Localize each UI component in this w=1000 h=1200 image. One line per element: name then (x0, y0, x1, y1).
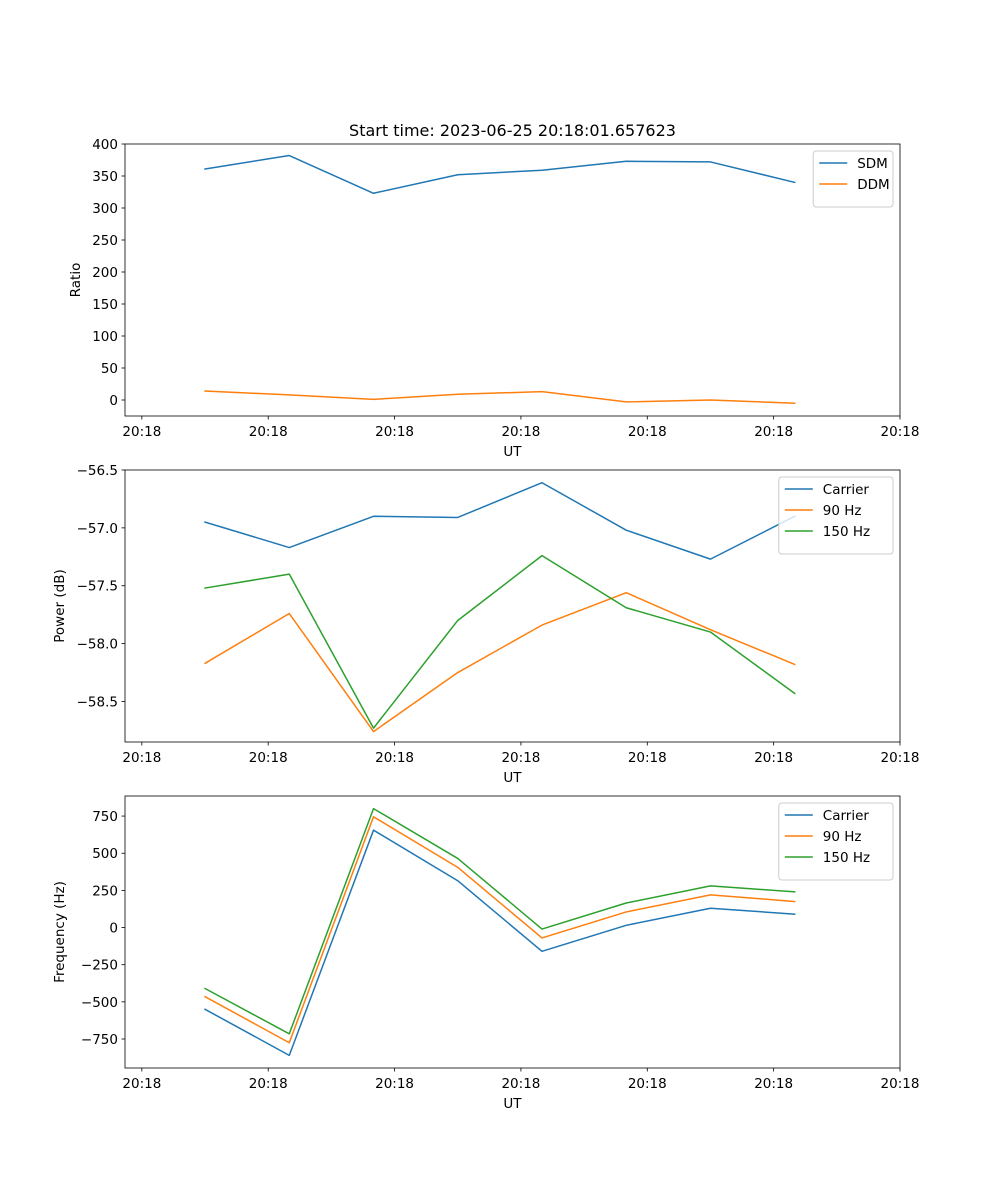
x-tick-label: 20:18 (122, 1076, 161, 1092)
y-tick-label: 750 (92, 809, 118, 825)
y-tick-label: 350 (92, 169, 118, 185)
x-tick-label: 20:18 (881, 750, 920, 766)
legend-label: 150 Hz (823, 524, 870, 540)
x-tick-label: 20:18 (249, 750, 288, 766)
legend: Carrier 90 Hz 150 Hz (778, 476, 894, 555)
x-axis-label: UT (503, 444, 522, 460)
series-line-2 (204, 390, 796, 404)
series-line-3 (204, 554, 796, 729)
legend-label: Carrier (823, 808, 870, 824)
x-tick-label: 20:18 (249, 424, 288, 440)
x-tick-label: 20:18 (501, 750, 540, 766)
x-tick-label: 20:18 (628, 1076, 667, 1092)
legend-label: SDM (857, 156, 888, 172)
y-tick-label: 0 (109, 393, 118, 409)
x-tick-label: 20:18 (628, 750, 667, 766)
legend: Carrier 90 Hz 150 Hz (778, 802, 894, 881)
x-tick-label: 20:18 (375, 750, 414, 766)
legend: SDM DDM (812, 150, 894, 208)
y-tick-label: 50 (101, 361, 118, 377)
series-line-1 (204, 829, 796, 1057)
y-axis-label: Ratio (68, 263, 84, 298)
y-tick-label: −57.0 (77, 521, 118, 537)
legend-box (812, 150, 894, 208)
legend-box (778, 802, 894, 881)
legend-label: 90 Hz (823, 829, 862, 845)
x-tick-label: 20:18 (881, 424, 920, 440)
series-line-1 (204, 154, 796, 195)
legend-label: 90 Hz (823, 503, 862, 519)
x-tick-label: 20:18 (628, 424, 667, 440)
y-tick-label: −750 (81, 1032, 118, 1048)
x-tick-label: 20:18 (754, 424, 793, 440)
x-tick-label: 20:18 (881, 1076, 920, 1092)
y-tick-label: −57.5 (77, 579, 118, 595)
plot-panel-1: 20:1820:1820:1820:1820:1820:1820:1820:19… (68, 121, 920, 460)
y-axis-label: Power (dB) (52, 569, 68, 642)
x-tick-label: 20:18 (754, 1076, 793, 1092)
y-axis-label: Frequency (Hz) (52, 881, 68, 983)
axes-frame (124, 469, 901, 743)
series-line-1 (204, 481, 796, 560)
series-line-3 (204, 807, 796, 1035)
x-tick-label: 20:18 (501, 424, 540, 440)
x-tick-label: 20:18 (122, 424, 161, 440)
y-tick-label: −500 (81, 995, 118, 1011)
chart-title: Start time: 2023-06-25 20:18:01.657623 (349, 121, 676, 140)
y-tick-label: −250 (81, 958, 118, 974)
y-tick-label: 250 (92, 233, 118, 249)
y-tick-label: −56.5 (77, 463, 118, 479)
series-line-2 (204, 591, 796, 733)
series-line-2 (204, 816, 796, 1044)
legend-label: 150 Hz (823, 850, 870, 866)
x-tick-label: 20:18 (375, 1076, 414, 1092)
x-axis-label: UT (503, 770, 522, 786)
plot-panel-2: 20:1820:1820:1820:1820:1820:1820:1820:19… (52, 463, 920, 786)
y-tick-label: 100 (92, 329, 118, 345)
y-tick-label: 500 (92, 846, 118, 862)
y-tick-label: 0 (109, 921, 118, 937)
x-tick-label: 20:18 (375, 424, 414, 440)
x-axis-label: UT (503, 1096, 522, 1112)
y-tick-label: 300 (92, 201, 118, 217)
x-tick-label: 20:18 (249, 1076, 288, 1092)
legend-box (778, 476, 894, 555)
plot-panel-3: 20:1820:1820:1820:1820:1820:1820:1820:19… (52, 795, 920, 1112)
x-tick-label: 20:18 (754, 750, 793, 766)
y-tick-label: 150 (92, 297, 118, 313)
x-tick-label: 20:18 (122, 750, 161, 766)
legend-label: Carrier (823, 482, 870, 498)
axes-frame (124, 795, 901, 1069)
y-tick-label: −58.5 (77, 694, 118, 710)
x-tick-label: 20:18 (501, 1076, 540, 1092)
y-tick-label: 250 (92, 883, 118, 899)
y-tick-label: −58.0 (77, 637, 118, 653)
legend-label: DDM (857, 177, 889, 193)
y-tick-label: 400 (92, 137, 118, 153)
y-tick-label: 200 (92, 265, 118, 281)
axes-frame (124, 143, 901, 417)
